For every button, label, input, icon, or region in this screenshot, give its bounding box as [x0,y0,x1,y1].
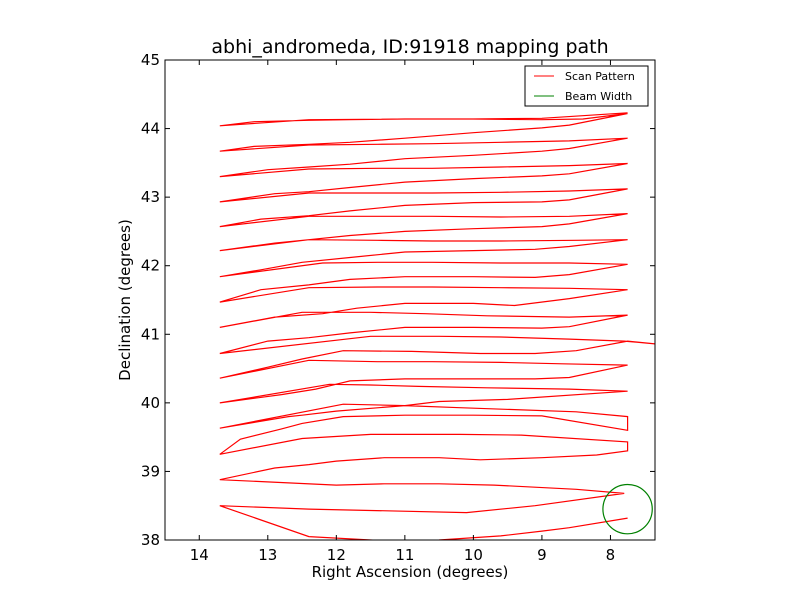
x-tick-label: 10 [464,546,483,564]
beam-width-circle [602,483,653,535]
legend-scan-label: Scan Pattern [565,70,635,83]
chart-title: abhi_andromeda, ID:91918 mapping path [211,36,608,58]
y-tick-label: 45 [141,51,160,69]
x-tick-label: 11 [395,546,414,564]
legend: Scan Pattern Beam Width [524,65,649,107]
x-axis-ticks: 14 13 12 11 10 9 8 [190,60,616,564]
x-tick-label: 13 [258,546,277,564]
axes-frame [164,59,656,541]
x-tick-label: 12 [327,546,346,564]
y-tick-label: 39 [141,462,160,480]
x-axis-label: Right Ascension (degrees) [312,563,509,581]
legend-beam-label: Beam Width [565,90,632,103]
data-layer [219,112,655,540]
y-axis-ticks: 38 39 40 41 42 43 44 45 [141,51,655,549]
x-tick-label: 8 [606,546,616,564]
y-tick-label: 43 [141,188,160,206]
legend-box [524,65,649,107]
y-tick-label: 40 [141,394,160,412]
y-tick-label: 41 [141,325,160,343]
y-tick-label: 42 [141,257,160,275]
y-axis-label: Declination (degrees) [116,219,134,381]
plot-area: 14 13 12 11 10 9 8 38 39 40 41 42 43 44 45 [141,51,656,564]
scan-pattern-line [219,112,655,540]
y-tick-label: 38 [141,531,160,549]
x-tick-label: 9 [537,546,547,564]
y-tick-label: 44 [141,120,160,138]
x-tick-label: 14 [190,546,209,564]
